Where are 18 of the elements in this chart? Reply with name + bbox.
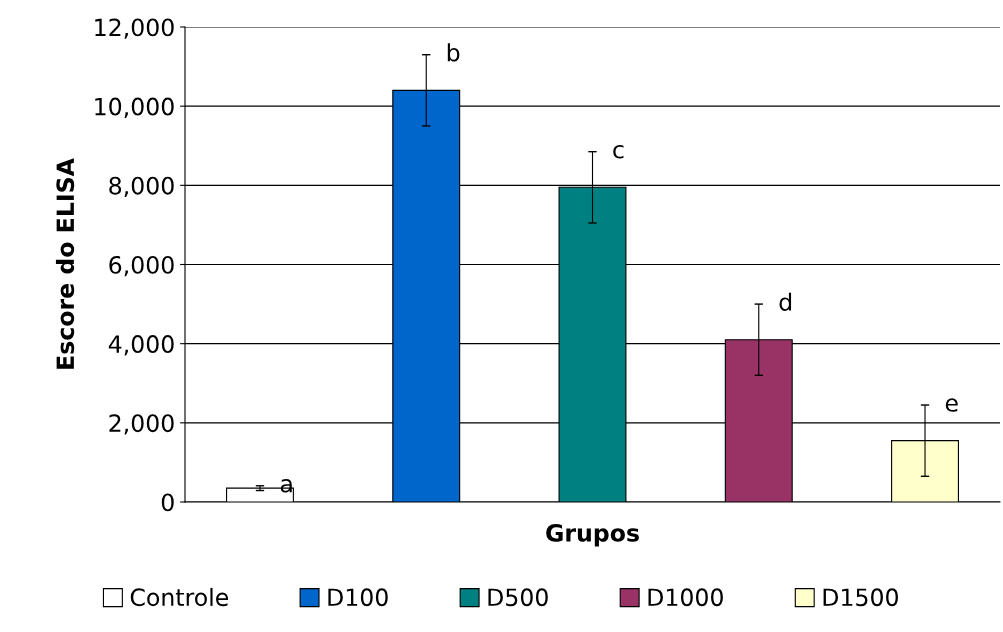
legend-label: D1000 bbox=[648, 588, 723, 607]
y-tick-label: 8,000 bbox=[109, 176, 174, 198]
legend-label: Controle bbox=[130, 587, 229, 607]
y-tick-label: 0 bbox=[161, 493, 174, 512]
annotation: b bbox=[447, 43, 460, 62]
y-axis-title: Escore do ELISA bbox=[55, 158, 75, 369]
x-axis-title: Grupos bbox=[546, 523, 639, 547]
y-tick-label: 2,000 bbox=[109, 414, 174, 435]
legend-label: D500 bbox=[488, 588, 548, 607]
y-tick-label: 10,000 bbox=[95, 97, 174, 118]
legend-label: D1500 bbox=[823, 588, 898, 607]
legend-label: D100 bbox=[328, 588, 388, 607]
y-tick-label: 4,000 bbox=[108, 335, 174, 356]
y-tick-label: 6,000 bbox=[109, 255, 174, 277]
annotation: e bbox=[945, 398, 958, 412]
annotation: c bbox=[613, 144, 624, 159]
y-tick-label: 12,000 bbox=[95, 18, 174, 39]
annotation: d bbox=[779, 292, 792, 311]
